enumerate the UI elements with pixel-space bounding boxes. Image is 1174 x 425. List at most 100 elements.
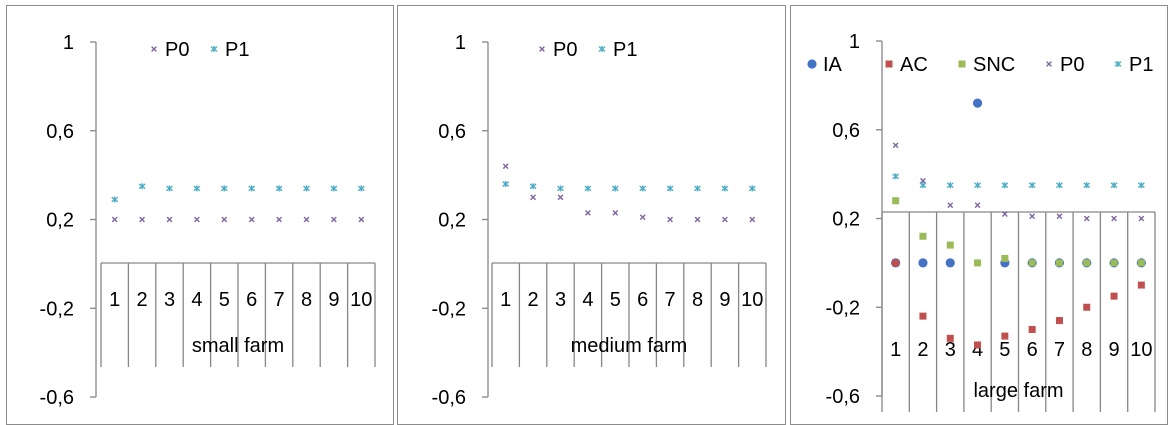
- data-point-p0: [166, 216, 173, 223]
- data-point-p1: [357, 185, 365, 192]
- legend-label-p0: P0: [553, 39, 577, 61]
- data-point-p1: [1110, 182, 1118, 189]
- data-point-ia: [972, 98, 983, 108]
- data-point-snc: [919, 232, 927, 240]
- data-point-p1: [111, 196, 119, 203]
- data-point-p0-stroke-b: [694, 216, 701, 223]
- legend-marker-ia: [807, 59, 817, 69]
- x-tick-label: 9: [328, 289, 339, 311]
- data-point-p0-stroke-b: [892, 142, 899, 149]
- data-point-p1: [529, 183, 537, 190]
- data-point-p1: [666, 185, 674, 192]
- data-point-p0: [722, 216, 728, 223]
- series-p0: [111, 216, 365, 223]
- y-tick-label: 0,6: [438, 121, 466, 143]
- x-tick-label: 5: [219, 289, 230, 311]
- data-point-ac: [892, 259, 900, 267]
- data-point-p0: [920, 177, 926, 184]
- data-point-p0-stroke-b: [139, 216, 145, 223]
- data-point-p1: [694, 185, 701, 192]
- x-tick-label: 4: [582, 289, 593, 311]
- x-tick-label: 9: [1108, 339, 1119, 361]
- data-point-p1: [1056, 182, 1063, 189]
- data-point-p0: [1083, 215, 1090, 222]
- y-tick-label: 1: [455, 32, 466, 54]
- data-point-snc: [1001, 254, 1009, 262]
- x-tick-label: 2: [528, 289, 539, 311]
- data-point-p0-stroke-b: [166, 216, 173, 223]
- data-point-ac: [1028, 325, 1036, 333]
- y-tick-label: 1: [63, 32, 74, 54]
- legend-label-p1: P1: [225, 39, 249, 61]
- data-point-p1: [138, 183, 146, 190]
- x-axis-label: large farm: [973, 380, 1063, 402]
- data-point-p0: [530, 194, 536, 201]
- legend-marker-p0-stroke-b: [539, 46, 545, 52]
- data-point-p0-stroke-b: [276, 216, 282, 223]
- data-point-p0-stroke-b: [974, 202, 981, 209]
- data-point-p0: [303, 216, 310, 223]
- series-p1: [502, 181, 756, 192]
- data-point-p0-stroke-b: [1138, 215, 1145, 222]
- data-point-p1: [557, 185, 564, 192]
- data-point-p0: [947, 202, 954, 209]
- legend-marker-p1: [210, 46, 218, 52]
- x-axis-label: small farm: [192, 335, 284, 357]
- y-tick-label: 0,2: [832, 209, 860, 231]
- x-tick-label: 6: [1027, 339, 1038, 361]
- legend-marker-p1: [1114, 61, 1122, 67]
- data-point-snc: [1028, 259, 1036, 267]
- y-tick-label: -0,6: [826, 386, 860, 408]
- y-tick-label: 0,6: [46, 121, 74, 143]
- data-point-p1: [639, 185, 647, 192]
- data-point-p0: [139, 216, 145, 223]
- data-point-ac: [1110, 292, 1118, 300]
- chart-panel-small-farm: 1 0,6 0,2 -0,2 -0,6 1 2 3 4 5 6 7 8 9 10 small farm P0 P1: [6, 0, 394, 425]
- data-point-p1: [248, 185, 256, 192]
- chart-panel-large-farm: 1 0,6 0,2 -0,2 -0,6 1 2 3 4 5 6 7 8 9 10 large farm IA AC…: [790, 0, 1168, 425]
- data-point-p0-stroke-b: [920, 177, 926, 184]
- data-point-ac: [946, 334, 954, 342]
- series-ac: [892, 259, 1145, 349]
- legend-marker-p0-stroke-b: [1046, 61, 1052, 67]
- data-point-ac: [1001, 332, 1009, 340]
- data-point-snc: [1055, 259, 1063, 267]
- data-point-p0-stroke-b: [557, 194, 564, 201]
- data-point-p0: [358, 216, 365, 223]
- data-point-p0-stroke-b: [1083, 215, 1090, 222]
- data-point-p0: [612, 209, 619, 216]
- data-point-snc: [974, 259, 982, 267]
- x-tick-label: 10: [741, 289, 763, 311]
- data-point-ia: [945, 258, 955, 268]
- data-point-p0: [248, 216, 255, 223]
- legend-label-p0: P0: [1060, 54, 1084, 76]
- x-tick-label: 1: [890, 339, 901, 361]
- data-point-ac: [974, 341, 982, 349]
- y-tick-label: -0,2: [432, 298, 466, 320]
- data-point-p0: [331, 216, 337, 223]
- data-point-p0: [892, 142, 899, 149]
- data-point-p0: [585, 209, 591, 216]
- data-point-p0-stroke-b: [358, 216, 365, 223]
- x-tick-label: 1: [109, 289, 120, 311]
- data-point-p1: [1137, 182, 1145, 189]
- data-point-p0-stroke-b: [749, 216, 756, 223]
- data-point-p0-stroke-b: [530, 194, 536, 201]
- data-point-p0: [1001, 211, 1008, 217]
- data-point-p1: [1001, 182, 1009, 189]
- legend-marker-p0-stroke-b: [151, 46, 157, 52]
- data-point-p0: [557, 194, 564, 201]
- data-point-p0: [1111, 215, 1117, 222]
- data-point-p1: [330, 185, 338, 192]
- x-tick-label: 7: [665, 289, 676, 311]
- data-point-p1: [502, 181, 510, 187]
- data-point-p0-stroke-b: [1056, 213, 1063, 220]
- legend-label-ia: IA: [823, 54, 843, 76]
- legend-marker-p0: [1046, 61, 1052, 67]
- data-point-p1: [166, 185, 173, 192]
- data-point-snc: [1137, 259, 1145, 267]
- data-point-p0: [1056, 213, 1063, 220]
